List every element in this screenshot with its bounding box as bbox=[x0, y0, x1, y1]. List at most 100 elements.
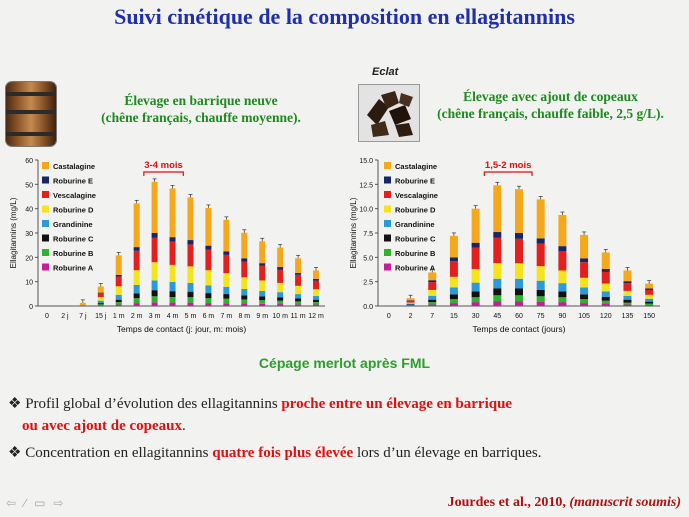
x-tick-label: 6 m bbox=[203, 313, 215, 320]
peak-bracket bbox=[483, 171, 533, 176]
menu-icon[interactable]: ▭ bbox=[34, 496, 54, 510]
x-tick-label: 9 m bbox=[256, 313, 268, 320]
bar-segment bbox=[493, 278, 502, 289]
bar-segment bbox=[259, 280, 266, 291]
bar-segment bbox=[133, 293, 140, 299]
bar-segment bbox=[313, 304, 320, 306]
bar-segment bbox=[493, 288, 502, 296]
x-tick-label: 4 m bbox=[167, 313, 179, 320]
bar-segment bbox=[471, 302, 480, 306]
legend-swatch bbox=[384, 249, 391, 256]
bar-segment bbox=[313, 299, 320, 303]
bar-segment bbox=[277, 247, 284, 268]
bar-segment bbox=[428, 289, 437, 296]
y-tick-label: 10.0 bbox=[359, 207, 373, 214]
bar-segment bbox=[580, 277, 589, 288]
bar-segment bbox=[601, 269, 610, 272]
bar-segment bbox=[169, 188, 176, 238]
y-tick-label: 40 bbox=[25, 207, 33, 214]
next-slide-icon[interactable]: ⇨ bbox=[53, 496, 72, 510]
bar-segment bbox=[558, 270, 567, 284]
bar-segment bbox=[97, 293, 104, 297]
x-tick-label: 12 m bbox=[308, 313, 324, 320]
bar-segment bbox=[151, 237, 158, 263]
bar-segment bbox=[645, 303, 654, 306]
bar-segment bbox=[515, 278, 523, 289]
bar-segment bbox=[151, 181, 158, 233]
bar-segment bbox=[97, 296, 104, 301]
y-axis-label: Ellagitannins (mg/L) bbox=[349, 197, 358, 268]
legend-swatch bbox=[384, 205, 391, 213]
bar-segment bbox=[169, 302, 176, 306]
bar-segment bbox=[205, 285, 212, 294]
bar-segment bbox=[259, 241, 266, 264]
bar-segment bbox=[295, 274, 302, 286]
legend-label: Roburine C bbox=[53, 235, 94, 244]
bar-segment bbox=[115, 274, 122, 277]
chips-caption: Eclat bbox=[372, 66, 399, 78]
bar-segment bbox=[187, 266, 194, 283]
y-tick-label: 20 bbox=[25, 255, 33, 262]
bar-segment bbox=[205, 207, 212, 246]
legend-label: Roburine A bbox=[53, 264, 94, 273]
bar-segment bbox=[151, 262, 158, 281]
bar-segment bbox=[151, 302, 158, 306]
bar-segment bbox=[558, 302, 567, 306]
bar-segment bbox=[580, 262, 589, 278]
x-tick-label: 90 bbox=[558, 313, 566, 320]
bar-segment bbox=[623, 270, 632, 282]
bar-segment bbox=[601, 271, 610, 284]
legend-label: Roburine D bbox=[53, 206, 94, 215]
x-tick-label: 10 m bbox=[272, 313, 288, 320]
legend-swatch bbox=[42, 234, 49, 242]
bar-segment bbox=[169, 281, 176, 292]
legend-label: Castalagine bbox=[395, 162, 437, 171]
y-tick-label: 60 bbox=[25, 158, 33, 165]
x-axis-label: Temps de contact (j: jour, m: mois) bbox=[117, 324, 247, 334]
bar-segment bbox=[169, 237, 176, 242]
bar-segment bbox=[493, 263, 502, 279]
bar-segment bbox=[428, 272, 437, 281]
bar-segment bbox=[97, 292, 104, 294]
bar-segment bbox=[259, 290, 266, 297]
bar-segment bbox=[259, 300, 266, 304]
x-tick-label: 8 m bbox=[238, 313, 250, 320]
left-chart-heading: Élevage en barrique neuve (chêne françai… bbox=[60, 92, 342, 126]
bar-segment bbox=[79, 305, 86, 306]
bar-segment bbox=[515, 288, 523, 296]
bar-segment bbox=[536, 238, 545, 244]
bar-segment bbox=[406, 302, 415, 304]
bar-segment bbox=[449, 257, 458, 262]
bar-segment bbox=[259, 303, 266, 306]
cepage-caption: Cépage merlot après FML bbox=[258, 355, 431, 371]
x-tick-label: 105 bbox=[578, 313, 590, 320]
bar-segment bbox=[151, 280, 158, 291]
bar-segment bbox=[580, 299, 589, 304]
bar-segment bbox=[623, 302, 632, 305]
bar-segment bbox=[449, 287, 458, 295]
x-tick-label: 3 m bbox=[149, 313, 161, 320]
bar-segment bbox=[115, 304, 122, 306]
prev-slide-icon[interactable]: ⇦ bbox=[6, 496, 25, 510]
bar-segment bbox=[241, 303, 248, 306]
bar-segment bbox=[223, 273, 230, 287]
x-tick-label: 5 m bbox=[185, 313, 197, 320]
bar-segment bbox=[313, 278, 320, 281]
bar-segment bbox=[277, 297, 284, 301]
chart-barrique: 0 10 20 30 40 50 60 Ellagitannins (mg/L) 0 2 j 7 j… bbox=[9, 158, 325, 334]
bar-segment bbox=[623, 281, 632, 284]
pen-icon[interactable]: ∕ bbox=[24, 496, 35, 510]
legend-label: Roburine A bbox=[395, 264, 436, 273]
bar-segment bbox=[623, 295, 632, 300]
bar-segment bbox=[601, 283, 610, 292]
bar-segment bbox=[601, 303, 610, 306]
bullet-2-end: lors d’un élevage en barriques. bbox=[356, 445, 542, 461]
peak-bracket bbox=[143, 171, 184, 176]
reference: Jourdes et al., 2010, (manuscrit soumis) bbox=[448, 495, 681, 511]
y-tick-label: 10 bbox=[25, 280, 33, 287]
bar-segment bbox=[623, 283, 632, 291]
bar-segment bbox=[493, 295, 502, 302]
x-tick-label: 135 bbox=[622, 313, 634, 320]
bar-segment bbox=[536, 266, 545, 281]
y-tick-label: 2.5 bbox=[363, 280, 373, 287]
